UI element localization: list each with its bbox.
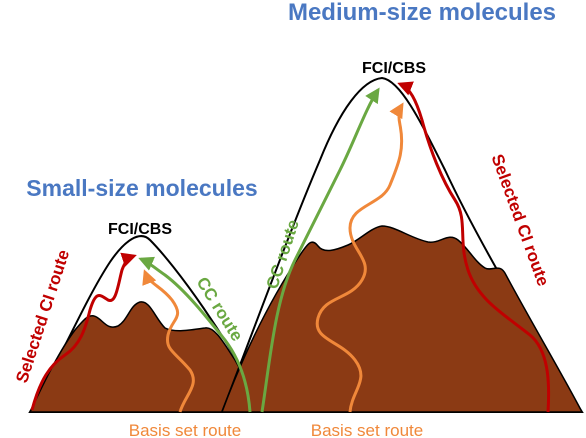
small-ci-route-arrow: [30, 252, 137, 411]
medium-basis-route-arrow: [315, 102, 404, 413]
small-mountain: [28, 235, 267, 413]
basis-route-label-left: Basis set route: [129, 421, 241, 438]
medium-mountain: [220, 76, 584, 413]
small-cc-route-arrow: [138, 256, 252, 413]
small-molecules-title: Small-size molecules: [26, 175, 257, 201]
basis-route-label-right: Basis set route: [311, 421, 423, 438]
medium-peak-label: FCI/CBS: [362, 60, 426, 77]
small-mountain-rock: [28, 301, 267, 413]
medium-cc-route-arrow: [260, 87, 380, 413]
medium-molecules-title: Medium-size molecules: [288, 0, 556, 26]
medium-ci-route-arrow: [397, 81, 551, 413]
medium-mountain-rock: [220, 225, 584, 413]
small-basis-route-arrow: [142, 269, 195, 413]
small-peak-label: FCI/CBS: [108, 221, 172, 238]
